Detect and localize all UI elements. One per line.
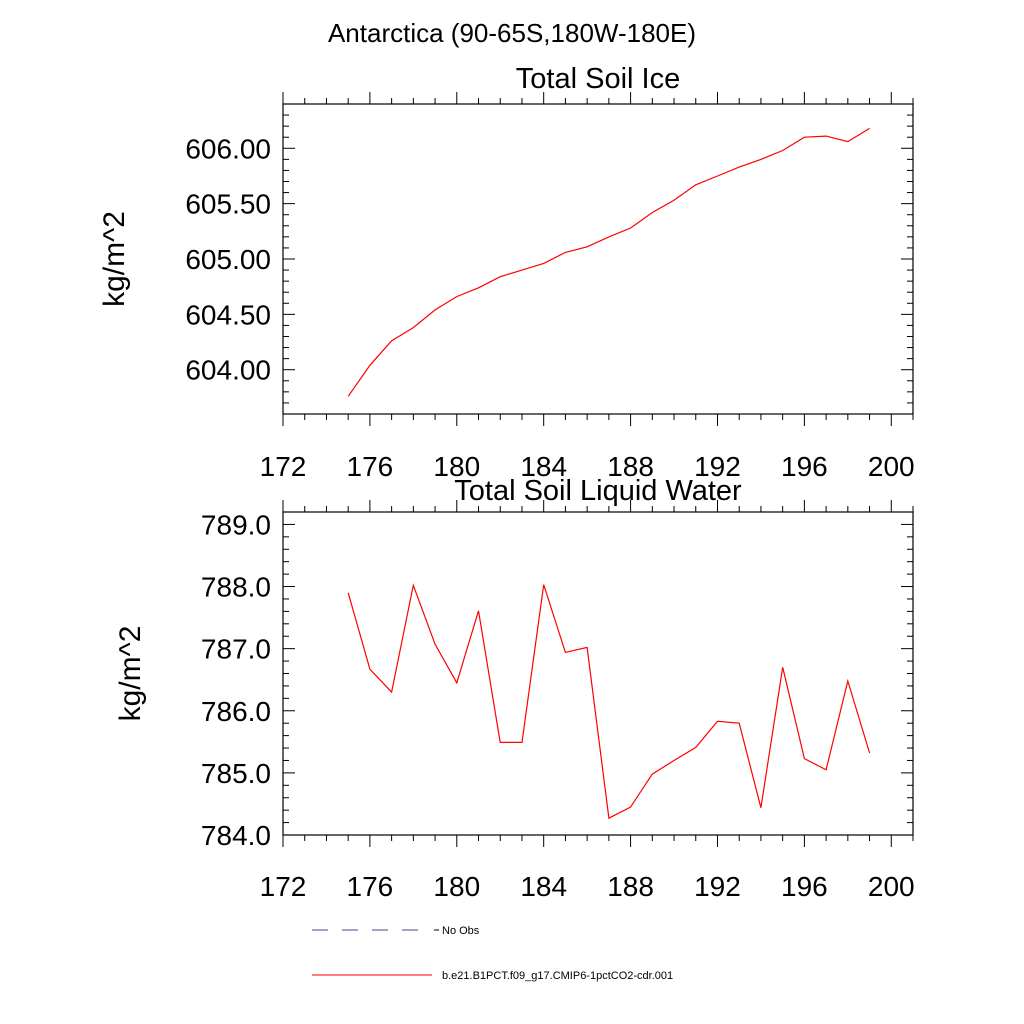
x-tick-label: 172 <box>260 871 307 902</box>
x-tick-label: 180 <box>433 871 480 902</box>
x-tick-label: 200 <box>868 871 915 902</box>
x-tick-label: 180 <box>433 451 480 482</box>
x-tick-label: 184 <box>520 451 567 482</box>
chart-title: Total Soil Liquid Water <box>454 475 742 507</box>
x-tick-label: 172 <box>260 451 307 482</box>
y-tick-label: 604.50 <box>185 299 271 330</box>
y-tick-label: 605.00 <box>185 244 271 275</box>
x-tick-label: 188 <box>607 871 654 902</box>
x-tick-label: 184 <box>520 871 567 902</box>
y-axis-label: kg/m^2 <box>114 626 147 722</box>
y-tick-label: 787.0 <box>201 634 271 665</box>
y-tick-label: 606.00 <box>185 133 271 164</box>
chart-panel-2: Total Soil Liquid Water 172 176 180 184 188 19… <box>114 475 915 902</box>
y-tick-label: 785.0 <box>201 758 271 789</box>
y-tick-label: 605.50 <box>185 189 271 220</box>
y-tick-label: 788.0 <box>201 572 271 603</box>
x-tick-label: 200 <box>868 451 915 482</box>
x-tick-label: 188 <box>607 451 654 482</box>
chart-title: Total Soil Ice <box>516 63 680 95</box>
x-tick-label: 196 <box>781 451 828 482</box>
y-tick-label: 604.00 <box>185 355 271 386</box>
x-tick-label: 192 <box>694 871 741 902</box>
legend-label-1: No Obs <box>442 925 480 937</box>
series-line <box>347 127 870 397</box>
legend-label-2: b.e21.B1PCT.f09_g17.CMIP6-1pctCO2-cdr.00… <box>442 970 673 982</box>
series-line <box>347 583 871 820</box>
y-tick-label: 784.0 <box>201 820 271 851</box>
y-tick-label: 789.0 <box>201 509 271 540</box>
page-title: Antarctica (90-65S,180W-180E) <box>328 18 696 48</box>
y-axis-label: kg/m^2 <box>98 211 131 307</box>
x-tick-label: 176 <box>347 451 394 482</box>
x-tick-label: 192 <box>694 451 741 482</box>
chart-panel-1: Total Soil Ice 172 176 180 184 188 192 196 200 60… <box>98 63 915 482</box>
x-tick-label: 196 <box>781 871 828 902</box>
plot-frame <box>282 511 914 836</box>
x-tick-label: 176 <box>347 871 394 902</box>
plot-frame <box>282 103 914 415</box>
y-tick-label: 786.0 <box>201 696 271 727</box>
